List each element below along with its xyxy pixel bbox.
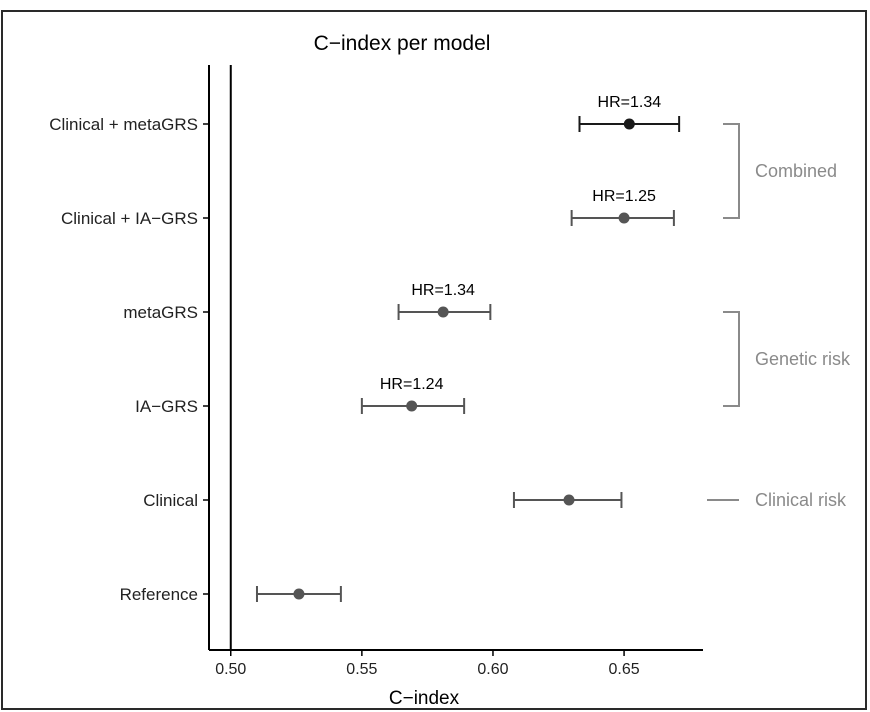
rows-layer: HR=1.34 HR=1.25 HR=1.34 HR=1.24: [255, 94, 681, 602]
hr-label: HR=1.24: [380, 376, 444, 393]
x-tick-label: 0.50: [215, 661, 246, 678]
x-tick-label: 0.65: [609, 661, 640, 678]
group-label: Genetic risk: [755, 349, 851, 369]
y-tick-label: Clinical: [143, 491, 198, 510]
hr-label: HR=1.34: [598, 94, 662, 111]
group-bracket: [723, 123, 740, 219]
point-estimate: [623, 118, 635, 130]
axis-layer: 0.50 0.55 0.60 0.65 Clinical + metaGRS Clinic…: [49, 65, 703, 678]
forest-plot: C−index per model HR=1.34HR=1.25HR=1.34H…: [49, 32, 851, 709]
y-tick-label: metaGRS: [123, 303, 198, 322]
y-tick-label: IA−GRS: [135, 397, 198, 416]
y-tick-label: Clinical + IA−GRS: [61, 209, 198, 228]
x-tick-label: 0.55: [346, 661, 377, 678]
point-estimate: [437, 306, 449, 318]
group-label: Combined: [755, 161, 837, 181]
point-estimate: [406, 400, 418, 412]
point-estimate: [293, 588, 305, 600]
point-estimate: [563, 494, 575, 506]
point-estimate: [618, 212, 630, 224]
x-axis-title: C−index: [389, 688, 460, 709]
hr-label: HR=1.34: [411, 282, 475, 299]
hr-label: HR=1.25: [592, 188, 656, 205]
group-bracket: [723, 311, 740, 407]
y-tick-label: Reference: [120, 585, 198, 604]
chart-title: C−index per model: [314, 32, 491, 55]
chart-frame: C−index per model HR=1.34 HR=1.25 HR=1.34 H…: [1, 10, 867, 710]
group-label: Clinical risk: [755, 490, 847, 510]
groups-layer: Combined Genetic risk Clinical risk: [707, 123, 851, 510]
y-tick-label: Clinical + metaGRS: [49, 115, 198, 134]
x-tick-label: 0.60: [477, 661, 508, 678]
